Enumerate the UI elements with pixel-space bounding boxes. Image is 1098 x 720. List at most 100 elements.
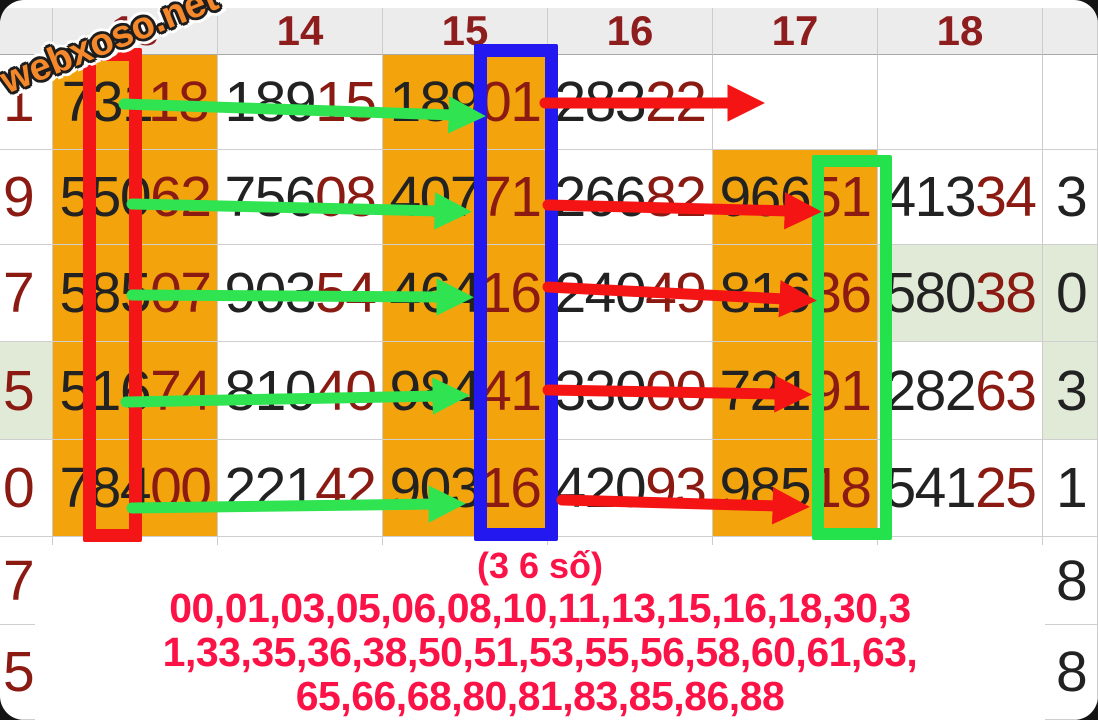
table-cell: 41334 [878, 150, 1043, 245]
number-red-part: 00 [150, 456, 212, 520]
header-cell-16: 16 [548, 8, 713, 55]
number-black-part: 464 [389, 261, 481, 325]
lottery-number: 26682 [554, 164, 707, 230]
lottery-number: 90354 [224, 260, 377, 326]
number-black-part: 407 [389, 165, 481, 229]
header-cell-left-partial [0, 8, 53, 55]
number-red-part: 49 [645, 261, 707, 325]
number-black-part: 283 [554, 70, 646, 134]
number-black-part: 413 [884, 165, 976, 229]
table-cell: 22142 [218, 440, 383, 537]
left-partial-cell: 7 [0, 537, 53, 625]
partial-digit: 3 [1056, 358, 1088, 423]
number-red-part: 00 [645, 358, 707, 423]
header-cell-13: 13 [53, 8, 218, 55]
number-red-part: 07 [150, 261, 212, 325]
header-cell-15: 15 [383, 8, 548, 55]
number-red-part: 93 [645, 456, 707, 520]
number-red-part: 34 [975, 165, 1037, 229]
number-red-part: 40 [315, 358, 377, 423]
number-red-part: 25 [975, 456, 1037, 520]
partial-digit: 1 [1056, 456, 1088, 520]
table-cell: 28322 [548, 55, 713, 150]
number-red-part: 62 [150, 165, 212, 229]
table-cell: 90354 [218, 245, 383, 342]
left-partial-cell: 0 [0, 440, 53, 537]
right-partial-cell: 8 [1043, 625, 1098, 720]
number-black-part: 282 [884, 358, 976, 423]
partial-digit: 8 [1056, 548, 1088, 613]
partial-digit: 7 [3, 261, 35, 325]
right-partial-cell: 3 [1043, 150, 1098, 245]
partial-digit: 0 [1056, 261, 1088, 325]
partial-digit: 1 [3, 70, 35, 134]
number-black-part: 985 [719, 456, 811, 520]
partial-digit: 3 [1056, 165, 1088, 229]
number-red-part: 15 [315, 70, 377, 134]
number-black-part: 189 [224, 70, 316, 134]
header-label: 14 [276, 8, 324, 54]
note-line-1: 00,01,03,05,06,08,10,11,13,15,16,18,30,3 [169, 585, 911, 631]
number-black-part: 903 [389, 456, 481, 520]
lottery-number: 81040 [224, 358, 377, 424]
partial-digit: 7 [3, 548, 35, 613]
header-label: 13 [111, 8, 159, 54]
lottery-number: 41334 [884, 164, 1037, 230]
right-partial-cell: 0 [1043, 245, 1098, 342]
partial-digit: 0 [3, 456, 35, 520]
note-line-2: 1,33,35,36,38,50,51,53,55,56,58,60,61,63… [162, 629, 918, 675]
table-cell: 81040 [218, 342, 383, 440]
number-red-part: 18 [147, 70, 210, 134]
number-black-part: 420 [554, 456, 646, 520]
table-cell: 33000 [548, 342, 713, 440]
table-cell: 54125 [878, 440, 1043, 537]
table-cell-empty [713, 55, 878, 150]
blue-highlight-box [474, 44, 558, 541]
number-red-part: 71 [480, 165, 542, 229]
number-black-part: 810 [224, 358, 316, 423]
left-partial-cell: 7 [0, 245, 53, 342]
number-red-part: 16 [480, 456, 542, 520]
header-label: 18 [936, 8, 984, 54]
table-cell-empty [878, 55, 1043, 150]
right-partial-cell: 8 [1043, 537, 1098, 625]
table-cell: 42093 [548, 440, 713, 537]
number-black-part: 816 [719, 261, 811, 325]
number-red-part: 38 [975, 261, 1037, 325]
left-partial-cell: 9 [0, 150, 53, 245]
partial-digit: 5 [3, 358, 35, 423]
number-black-part: 580 [884, 261, 976, 325]
header-cell-17: 17 [713, 8, 878, 55]
lottery-number: 75608 [224, 164, 377, 230]
number-black-part: 903 [224, 261, 316, 325]
header-cell-right-partial [1043, 8, 1098, 55]
lottery-number: 33000 [554, 358, 707, 424]
number-black-part: 221 [224, 456, 316, 520]
number-red-part: 42 [315, 456, 377, 520]
lottery-number: 24049 [554, 260, 707, 326]
lottery-number: 54125 [884, 455, 1037, 521]
table-cell: 24049 [548, 245, 713, 342]
note-heading: (3 6 số) [476, 545, 604, 586]
number-red-part: 22 [645, 70, 707, 134]
lottery-number: 18915 [224, 69, 377, 135]
green-highlight-box [812, 155, 892, 540]
number-red-part: 01 [480, 70, 542, 134]
lottery-number: 58038 [884, 260, 1037, 326]
left-partial-cell: 5 [0, 625, 53, 720]
header-label: 16 [606, 8, 654, 54]
number-black-part: 984 [389, 358, 481, 423]
header-cell-18: 18 [878, 8, 1043, 55]
number-black-part: 189 [389, 70, 481, 134]
left-partial-cell: 5 [0, 342, 53, 440]
table-cell: 26682 [548, 150, 713, 245]
right-partial-cell: 3 [1043, 342, 1098, 440]
number-red-part: 63 [975, 358, 1037, 423]
header-label: 17 [771, 8, 819, 54]
table-cell: 75608 [218, 150, 383, 245]
note-line-3: 65,66,68,80,81,83,85,86,88 [295, 673, 785, 719]
header-cell-14: 14 [218, 8, 383, 55]
right-partial-cell [1043, 55, 1098, 150]
number-red-part: 54 [315, 261, 377, 325]
